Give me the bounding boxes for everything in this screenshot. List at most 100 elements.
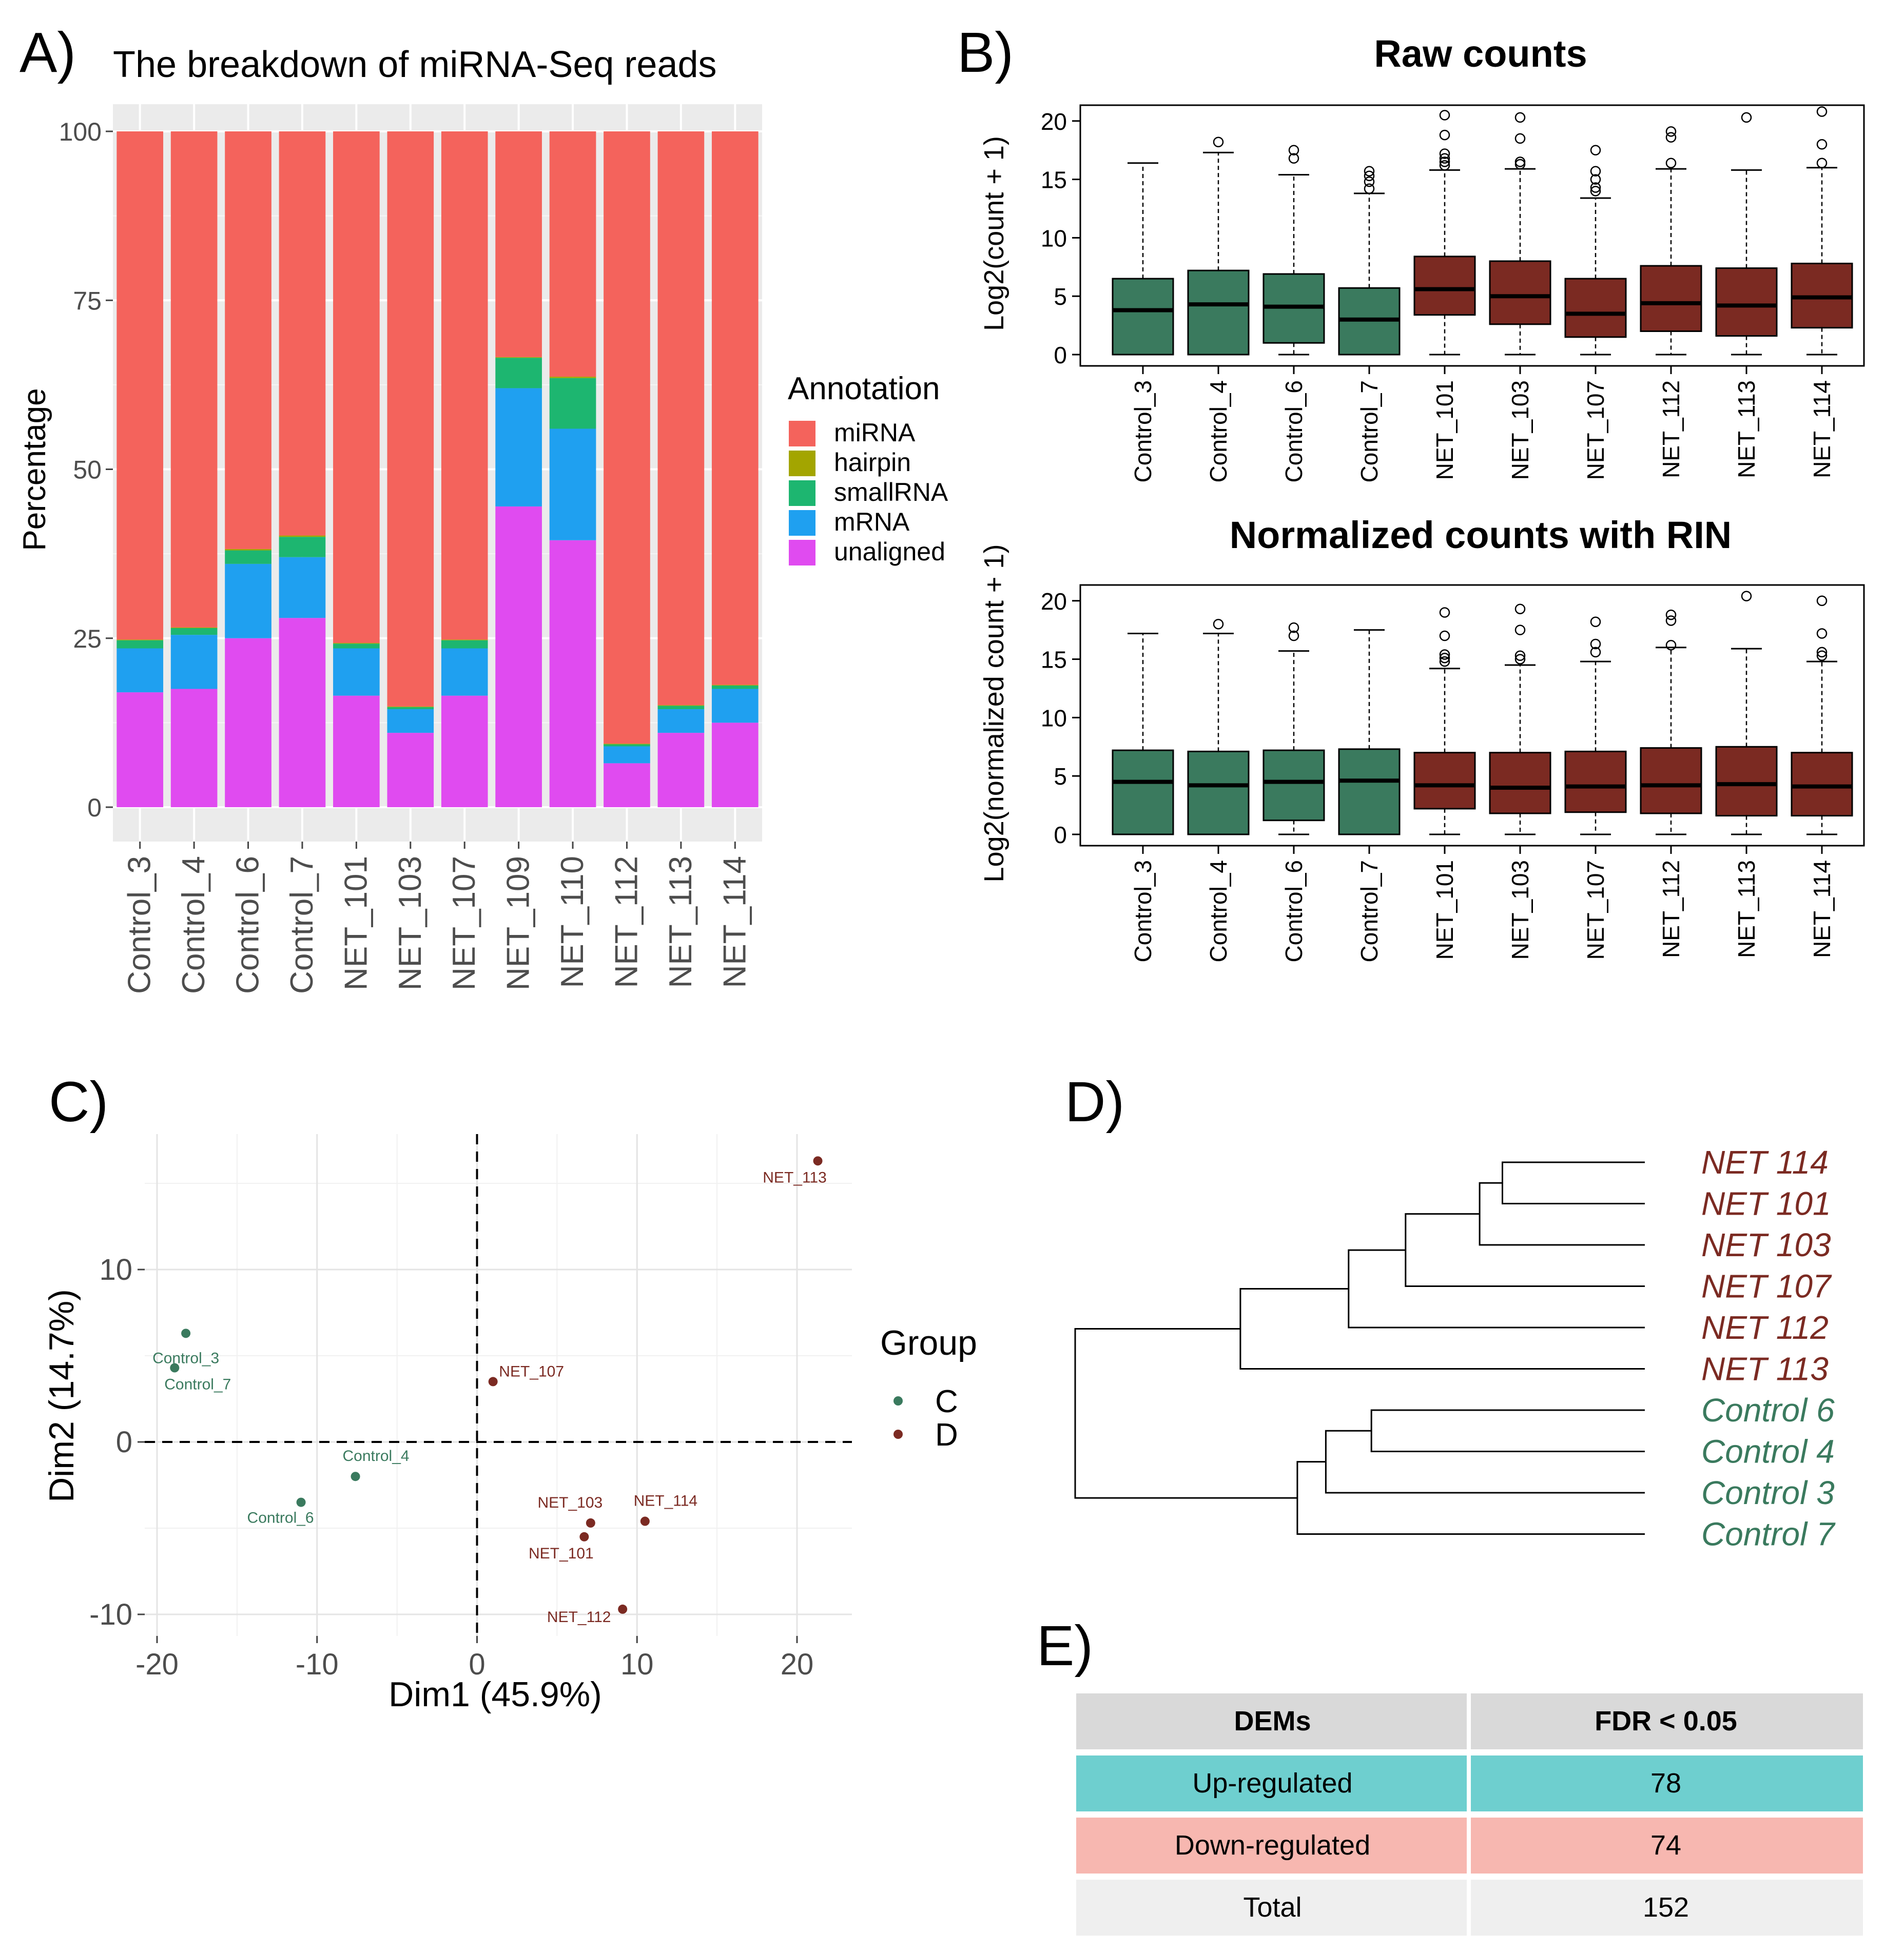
bar-segment-hairpin — [711, 685, 759, 686]
panel-a-xtick-label: Control_7 — [284, 856, 320, 994]
legend-key-miRNA — [789, 421, 815, 446]
box-outlier — [1590, 166, 1601, 177]
bar-segment-miRNA — [711, 131, 759, 685]
box-body — [1564, 750, 1627, 813]
pca-point-Control_4 — [351, 1472, 360, 1481]
box-outlier — [1665, 132, 1677, 143]
dendrogram-leaf-label: Control 7 — [1701, 1516, 1836, 1553]
panel-b-xtick-label: Control_6 — [1280, 380, 1307, 482]
box-outlier — [1816, 139, 1828, 150]
bar-segment-hairpin — [657, 705, 705, 706]
legend-label-group: D — [935, 1417, 958, 1453]
bar-segment-unaligned — [711, 723, 759, 807]
panel-b-xtick-label: NET_113 — [1733, 860, 1760, 958]
box-outlier — [1665, 640, 1677, 651]
table-header-cell — [1471, 1693, 1863, 1749]
table-cell — [1076, 1818, 1467, 1874]
box-outlier — [1439, 110, 1450, 121]
pca-point-NET_103 — [586, 1518, 595, 1528]
panel-label-d: D) — [1065, 1070, 1124, 1134]
bar-segment-miRNA — [549, 131, 596, 377]
bar-segment-unaligned — [387, 733, 434, 807]
box-outlier — [1213, 619, 1224, 630]
panel-b-raw-counts-boxplot: Raw counts Log2(count + 1) 0 5 10 15 20 Contr… — [979, 32, 1865, 482]
panel-a-ytick-label: 50 — [73, 456, 102, 484]
bar-segment-smallRNA — [549, 378, 596, 429]
table-row-value: 78 — [1650, 1768, 1681, 1799]
dendrogram-leaf-label: NET 113 — [1701, 1351, 1829, 1388]
dendrogram-leaf-label: Control 4 — [1701, 1433, 1835, 1470]
box-outlier — [1439, 160, 1450, 171]
box-body — [1564, 278, 1627, 338]
box-body — [1112, 749, 1174, 835]
panel-b-xtick-label: NET_113 — [1733, 380, 1760, 478]
panel-b-normalized-counts-boxplot: Normalized counts with RIN Log2(normaliz… — [979, 514, 1865, 962]
box-outlier — [1514, 133, 1526, 144]
box-body — [1640, 265, 1702, 332]
dendrogram-branch — [1405, 1213, 1645, 1287]
table-row-label: Total — [1243, 1892, 1301, 1923]
bar-segment-unaligned — [333, 695, 380, 807]
bar-segment-smallRNA — [657, 706, 705, 710]
legend-label-miRNA: miRNA — [834, 418, 916, 447]
box-outlier — [1590, 145, 1601, 155]
bar-segment-smallRNA — [441, 640, 488, 649]
box-outlier — [1288, 630, 1299, 641]
legend-key-smallRNA — [789, 480, 815, 506]
bar-segment-unaligned — [495, 506, 542, 807]
pca-point-Control_3 — [181, 1329, 191, 1338]
bar-segment-unaligned — [170, 689, 218, 807]
panel-b2-ylabel: Log2(normalized count + 1) — [979, 544, 1009, 883]
bar-segment-hairpin — [116, 639, 164, 640]
pca-point-NET_114 — [640, 1516, 650, 1526]
dendrogram-branch — [1074, 1328, 1297, 1499]
bar-segment-smallRNA — [604, 744, 650, 747]
bar-segment-smallRNA — [279, 537, 326, 557]
box-body — [1338, 748, 1401, 835]
box-outlier — [1364, 166, 1375, 177]
bar-segment-unaligned — [604, 763, 650, 807]
box-outlier — [1590, 186, 1601, 197]
box-body — [1187, 750, 1250, 835]
panel-a-ytick-label: 0 — [87, 793, 102, 822]
box-outlier — [1590, 647, 1601, 658]
panel-b-xtick-label: NET_107 — [1582, 860, 1609, 960]
box-outlier — [1816, 158, 1828, 168]
dendrogram-leaf-label: NET 103 — [1701, 1226, 1831, 1263]
panel-b-ytick-label: 5 — [1054, 283, 1067, 310]
panel-a-xtick-label: NET_101 — [338, 856, 374, 990]
box-outlier — [1590, 616, 1601, 627]
dendrogram-branch — [1348, 1249, 1645, 1329]
panel-a-xtick-label: Control_3 — [122, 856, 158, 994]
dendrogram-leaf-label: Control 6 — [1701, 1392, 1835, 1429]
box-body — [1413, 256, 1476, 316]
panel-c-legend-title: Group — [880, 1323, 977, 1362]
panel-a-plot-background — [113, 104, 762, 842]
bar-segment-hairpin — [441, 639, 488, 640]
panel-label-a: A) — [20, 21, 76, 84]
bar-segment-miRNA — [495, 131, 542, 357]
legend-label-unaligned: unaligned — [834, 537, 945, 566]
panel-a-xtick-label: Control_4 — [176, 856, 211, 994]
dendrogram-branch — [1502, 1161, 1645, 1204]
bar-segment-unaligned — [549, 540, 596, 807]
box-outlier — [1439, 153, 1450, 164]
panel-a-legend-title: Annotation — [788, 371, 940, 406]
bar-segment-smallRNA — [495, 358, 542, 388]
legend-key-mRNA — [789, 510, 815, 536]
bar-segment-unaligned — [657, 733, 705, 807]
box-outlier — [1288, 153, 1299, 164]
box-outlier — [1816, 647, 1828, 658]
panel-c-xtick-label: 10 — [620, 1648, 654, 1681]
panel-c-ylabel: Dim2 (14.7%) — [42, 1289, 81, 1503]
legend-key-group-C — [893, 1396, 903, 1406]
panel-a-ylabel: Percentage — [17, 388, 52, 551]
pca-point-label: NET_114 — [634, 1493, 698, 1510]
panel-b-ytick-label: 0 — [1054, 342, 1067, 368]
bar-segment-smallRNA — [170, 628, 218, 635]
panel-b-ytick-label: 0 — [1054, 822, 1067, 848]
panel-c-xtick-label: -10 — [296, 1648, 339, 1681]
bar-segment-miRNA — [333, 131, 380, 643]
box-outlier — [1590, 182, 1601, 193]
